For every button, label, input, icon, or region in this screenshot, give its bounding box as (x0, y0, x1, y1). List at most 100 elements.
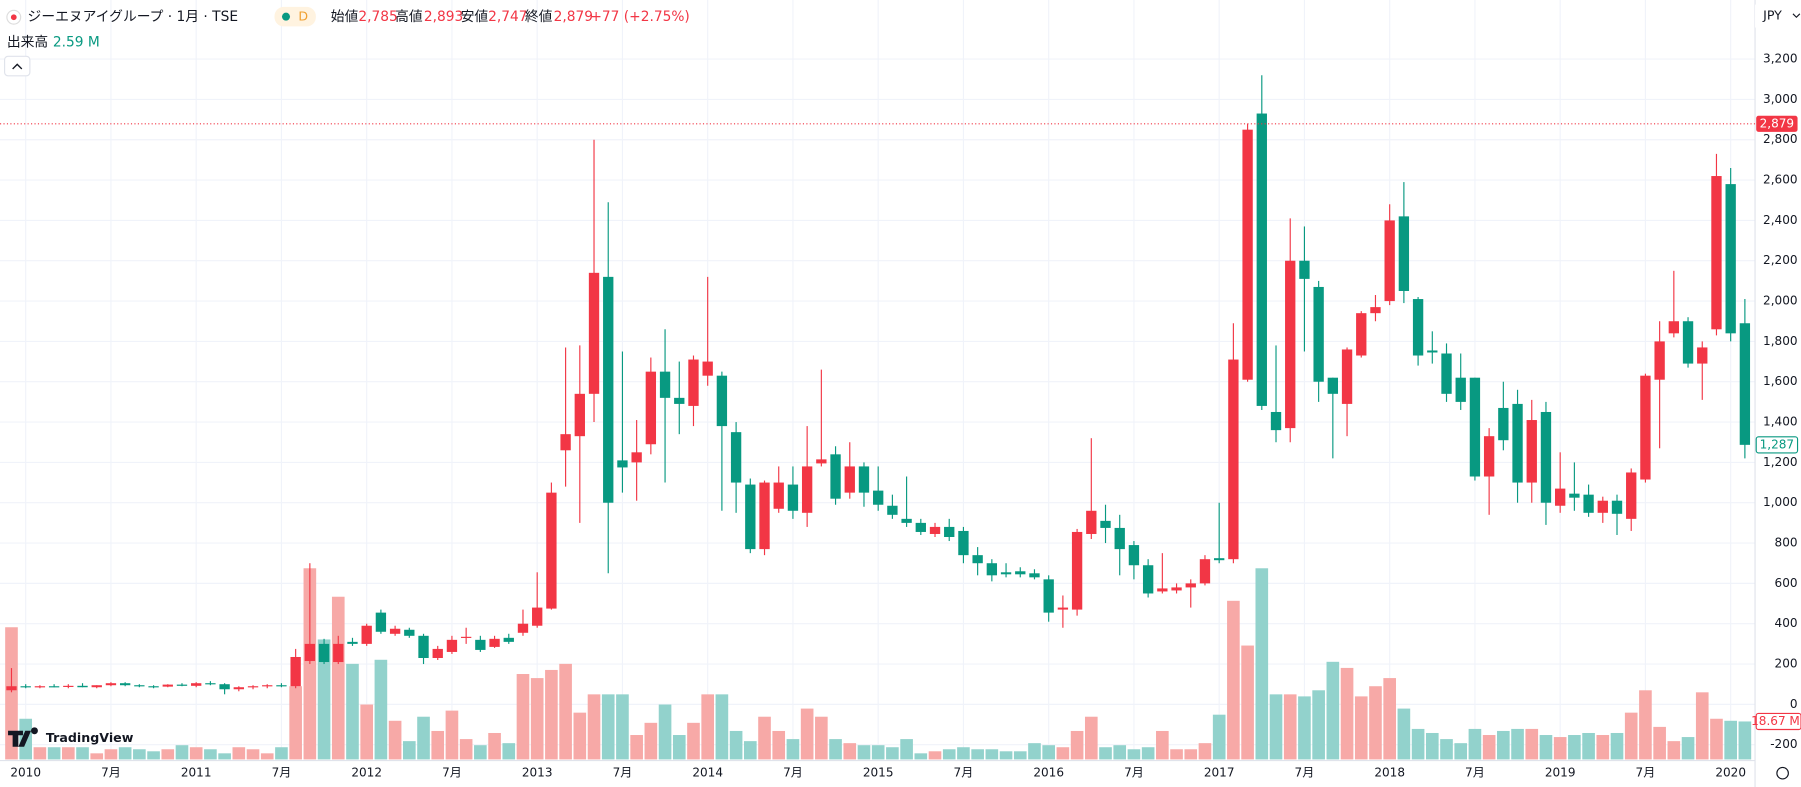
candle-body (887, 505, 898, 515)
candle-body (958, 530, 969, 556)
candle-body (1029, 573, 1040, 578)
candle-body (262, 685, 273, 687)
candle-body (560, 434, 571, 451)
volume-bar (1624, 712, 1638, 760)
volume-bar (1241, 645, 1254, 760)
volume-bar (743, 741, 757, 760)
collapse-button[interactable] (4, 55, 31, 77)
volume-bar (900, 739, 913, 760)
candle-body (389, 628, 401, 634)
y-tick-label: 0 (1790, 697, 1798, 711)
volume-bar (1326, 661, 1340, 760)
candle-body (119, 683, 131, 686)
candle-body (631, 452, 642, 463)
candle-body (1270, 411, 1282, 431)
ohlc-label: 終値 (525, 9, 553, 25)
candle-body (1071, 531, 1083, 610)
candle-body (48, 686, 60, 688)
candle-body (63, 685, 74, 687)
volume-bar (1227, 600, 1240, 760)
volume-bar (630, 735, 643, 760)
volume-bar (402, 741, 416, 760)
volume-tag-label: 18.67 M (1751, 714, 1800, 728)
candle-body (1043, 579, 1054, 613)
symbol-title[interactable]: ジーエヌアイグループ · 1月 · TSE (28, 9, 238, 25)
x-tick-label: 2012 (351, 766, 382, 780)
y-tick-label: 2,800 (1763, 132, 1797, 146)
candle-body (546, 492, 557, 609)
volume-bar (76, 747, 89, 760)
y-tick-label: 1,800 (1763, 334, 1797, 348)
volume-bar (1497, 730, 1510, 760)
change: +77 (+2.75%) (590, 9, 689, 25)
candle-body (1711, 176, 1722, 330)
volume-bar (1084, 716, 1098, 760)
volume-bar (90, 753, 104, 760)
candle-body (318, 643, 330, 663)
y-tick-label: 3,200 (1763, 52, 1797, 66)
volume-bar (843, 743, 857, 760)
candle-body (446, 639, 458, 652)
volume-bar (857, 745, 871, 760)
currency-caret (1792, 13, 1801, 19)
volume-bar (1568, 735, 1581, 760)
volume-bar (374, 659, 388, 760)
logo-mark (8, 727, 38, 747)
volume-bar (1596, 735, 1610, 760)
candle-body (944, 526, 955, 538)
candle-body (659, 371, 671, 398)
axis-layer: -200 0 200 400 600 800 1,000 1,200 1,400 1,600 1,8… (0, 52, 1801, 780)
volume-layer (5, 568, 1752, 760)
candle-body (1128, 545, 1140, 566)
candle-body (1086, 510, 1097, 534)
volume-bar (1411, 728, 1425, 760)
volume-bar (616, 694, 629, 760)
volume-bar (1170, 749, 1183, 760)
x-tick-label: 2011 (181, 766, 212, 780)
x-tick-label: 2014 (692, 766, 723, 780)
volume-bar (232, 747, 246, 760)
candle-body (1654, 341, 1665, 380)
volume-bar (1724, 720, 1737, 760)
volume-bar (289, 686, 302, 760)
volume-bar (545, 669, 558, 760)
y-tick-label: 3,000 (1763, 92, 1797, 106)
y-tick-label: 600 (1775, 576, 1798, 590)
y-tick-label: 1,000 (1763, 495, 1797, 509)
candle-layer (6, 75, 1751, 695)
volume-bar (800, 708, 814, 760)
settings-icon[interactable] (1776, 766, 1789, 780)
candle-body (1100, 520, 1111, 528)
volume-value: 2.59 M (53, 35, 100, 51)
candle-body (674, 397, 685, 404)
currency[interactable]: JPY (1762, 8, 1782, 23)
volume-bar (33, 747, 47, 760)
volume-bar (1681, 737, 1695, 760)
candle-body (304, 643, 316, 662)
currency-button[interactable] (1755, 4, 1801, 28)
candle-body (1370, 307, 1381, 314)
candle-body (503, 637, 514, 642)
collapse-icon (12, 63, 23, 70)
candle-body (219, 684, 230, 690)
volume-bar (1440, 739, 1453, 760)
volume-bar (715, 694, 729, 760)
volume-bar (928, 751, 942, 760)
volume-bar (204, 749, 217, 760)
candle-body (1526, 420, 1537, 483)
candle-body (1498, 407, 1509, 441)
volume-bar (118, 747, 132, 760)
volume-bar (1212, 714, 1226, 760)
x-tick-label: 7月 (783, 766, 803, 780)
volume-bar (1539, 735, 1553, 760)
candle-body (1427, 350, 1438, 353)
x-tick-label: 7月 (1636, 766, 1656, 780)
candle-body (1285, 260, 1296, 429)
volume-bar (687, 722, 700, 760)
candle-body (1341, 349, 1353, 404)
volume-bar (147, 751, 160, 760)
volume-bar (1482, 735, 1496, 760)
status-pill[interactable] (274, 6, 316, 27)
